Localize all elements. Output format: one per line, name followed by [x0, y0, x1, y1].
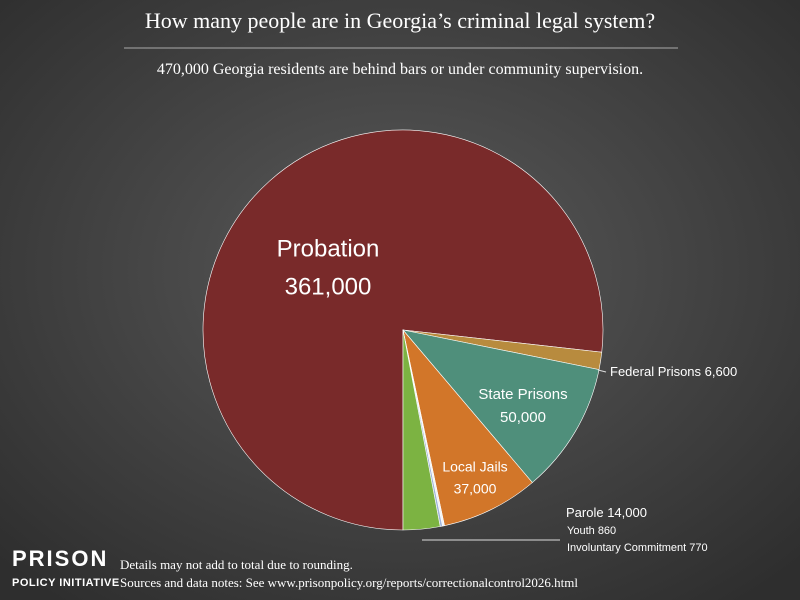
slice-value: 50,000 [500, 409, 546, 426]
callout-value: 860 [598, 525, 616, 537]
callout-name: Involuntary Commitment [567, 542, 686, 554]
slice-label: State Prisons [478, 386, 567, 403]
callout-name: Federal Prisons [610, 364, 702, 379]
pie-slice [402, 329, 600, 483]
pie-slice [402, 329, 441, 531]
slice-callout: Youth 860 [567, 525, 616, 537]
slice-value: 361,000 [285, 273, 372, 300]
note: Sources and data notes: See www.prisonpo… [120, 575, 578, 590]
note: Details may not add to total due to roun… [120, 557, 353, 572]
slice-callout: Federal Prisons 6,600 [610, 364, 737, 379]
callout-value: 14,000 [607, 505, 647, 520]
callout-name: Parole [566, 505, 604, 520]
slice-value: 37,000 [454, 481, 497, 497]
chart-subtitle: 470,000 Georgia residents are behind bar… [157, 61, 643, 78]
slice-callout: Involuntary Commitment 770 [567, 542, 708, 554]
chart-title: How many people are in Georgia’s crimina… [145, 8, 655, 33]
callout-value: 6,600 [705, 364, 738, 379]
pie-slice [402, 329, 533, 527]
logo-top: PRISON [12, 546, 108, 571]
slice-label: Probation [277, 235, 380, 262]
pie-slice [202, 129, 604, 531]
slice-callout: Parole 14,000 [566, 505, 647, 520]
callout-value: 770 [689, 542, 707, 554]
logo-bottom: POLICY INITIATIVE [12, 577, 120, 589]
leader-line [597, 369, 607, 373]
slice-label: Local Jails [442, 459, 507, 475]
callout-name: Youth [567, 525, 595, 537]
pie: Probation 361,000 State Prisons 50,000 Local… [202, 129, 737, 554]
